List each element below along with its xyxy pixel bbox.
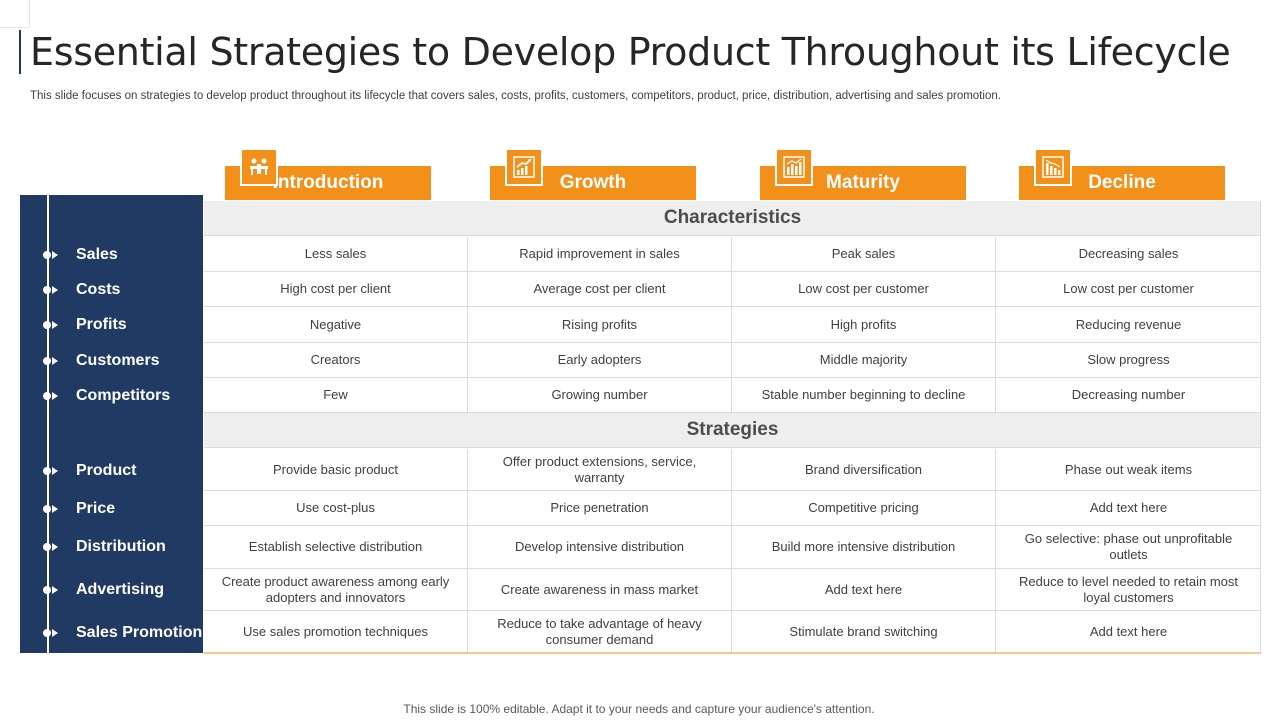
row-label-advertising: Advertising — [40, 580, 164, 600]
table-cell: Peak sales — [732, 237, 996, 271]
table-cell: Decreasing number — [1071, 387, 1186, 402]
table-border-bottom — [204, 652, 1261, 654]
bullet-arrow-icon — [40, 284, 60, 296]
table-row: Use sales promotion techniques Reduce to… — [204, 611, 1261, 652]
table-cell: Average cost per client — [468, 272, 732, 306]
title-accent-bar — [19, 30, 21, 74]
table-row: High cost per client Average cost per cl… — [204, 272, 1261, 307]
table-cell: Growing number — [468, 378, 732, 412]
row-label-sales-promotion: Sales Promotion — [40, 623, 202, 643]
section-heading-characteristics: Characteristics — [204, 201, 1261, 236]
table-cell: Rapid improvement in sales — [468, 237, 732, 271]
table-cell: Use sales promotion techniques — [204, 611, 468, 652]
table-row: Provide basic product Offer product exte… — [204, 449, 1261, 491]
row-label-customers: Customers — [40, 351, 160, 371]
table-row: Creators Early adopters Middle majority … — [204, 343, 1261, 378]
table-cell: Competitive pricing — [732, 491, 996, 525]
row-label-sales: Sales — [40, 245, 118, 265]
table-cell: Low cost per customer — [1063, 281, 1194, 296]
decline-chart-icon — [1034, 148, 1072, 186]
table-row: Few Growing number Stable number beginni… — [204, 378, 1261, 413]
table-cell: High cost per client — [204, 272, 468, 306]
row-label-costs: Costs — [40, 280, 120, 300]
table-cell: Less sales — [204, 237, 468, 271]
table-cell: Middle majority — [732, 343, 996, 377]
table-border-right — [1260, 201, 1261, 653]
table-cell: Low cost per customer — [732, 272, 996, 306]
table-cell: Add text here — [732, 569, 996, 610]
table-cell: Price penetration — [468, 491, 732, 525]
growth-chart-icon — [505, 148, 543, 186]
row-label-distribution: Distribution — [40, 537, 166, 557]
table-row: Use cost-plus Price penetration Competit… — [204, 491, 1261, 526]
bar-chart-icon — [775, 148, 813, 186]
table-cell: Creators — [204, 343, 468, 377]
row-label-panel — [20, 195, 203, 653]
bullet-arrow-icon — [40, 503, 60, 515]
table-cell: Brand diversification — [732, 449, 996, 490]
row-label-competitors: Competitors — [40, 386, 170, 406]
row-label-product: Product — [40, 461, 136, 481]
table-cell: Slow progress — [1087, 352, 1170, 367]
bullet-arrow-icon — [40, 465, 60, 477]
table-cell: Offer product extensions, service, warra… — [468, 449, 732, 490]
row-label-profits: Profits — [40, 315, 127, 335]
table-cell: Add text here — [1089, 500, 1168, 515]
table-cell: Phase out weak items — [1064, 461, 1193, 477]
table-cell: Reduce to take advantage of heavy consum… — [468, 611, 732, 652]
page-title: Essential Strategies to Develop Product … — [30, 30, 1231, 74]
table-cell: Decreasing sales — [1078, 246, 1179, 261]
table-cell: Provide basic product — [204, 449, 468, 490]
table-cell: Establish selective distribution — [204, 526, 468, 568]
table-cell: High profits — [732, 307, 996, 342]
page-subtitle: This slide focuses on strategies to deve… — [30, 90, 1001, 102]
table-cell: Go selective: phase out unprofitable out… — [1024, 531, 1233, 562]
table-cell: Few — [204, 378, 468, 412]
table-row: Negative Rising profits High profits Red… — [204, 307, 1261, 343]
bullet-arrow-icon — [40, 584, 60, 596]
corner-frame — [0, 0, 30, 28]
bullet-arrow-icon — [40, 319, 60, 331]
people-meeting-icon — [240, 148, 278, 186]
table-cell: Stimulate brand switching — [732, 611, 996, 652]
table-cell: Use cost-plus — [204, 491, 468, 525]
bullet-arrow-icon — [40, 541, 60, 553]
bullet-arrow-icon — [40, 390, 60, 402]
bullet-arrow-icon — [40, 627, 60, 639]
row-label-timeline — [47, 195, 49, 653]
table-row: Establish selective distribution Develop… — [204, 526, 1261, 569]
table-row: Less sales Rapid improvement in sales Pe… — [204, 237, 1261, 272]
table-row: Create product awareness among early ado… — [204, 569, 1261, 611]
table-cell: Stable number beginning to decline — [732, 378, 996, 412]
table-cell: Add text here — [1089, 623, 1168, 639]
table-cell: Reducing revenue — [1075, 316, 1182, 332]
table-cell: Create awareness in mass market — [468, 569, 732, 610]
table-cell: Create product awareness among early ado… — [204, 569, 468, 610]
bullet-arrow-icon — [40, 355, 60, 367]
row-label-price: Price — [40, 499, 115, 519]
section-heading-strategies: Strategies — [204, 413, 1261, 448]
table-cell: Build more intensive distribution — [732, 526, 996, 568]
table-cell: Develop intensive distribution — [468, 526, 732, 568]
table-cell: Early adopters — [468, 343, 732, 377]
bullet-arrow-icon — [40, 249, 60, 261]
table-cell: Negative — [204, 307, 468, 342]
footer-note: This slide is 100% editable. Adapt it to… — [403, 702, 875, 716]
table-cell: Reduce to level needed to retain most lo… — [1019, 573, 1238, 605]
table-cell: Rising profits — [468, 307, 732, 342]
